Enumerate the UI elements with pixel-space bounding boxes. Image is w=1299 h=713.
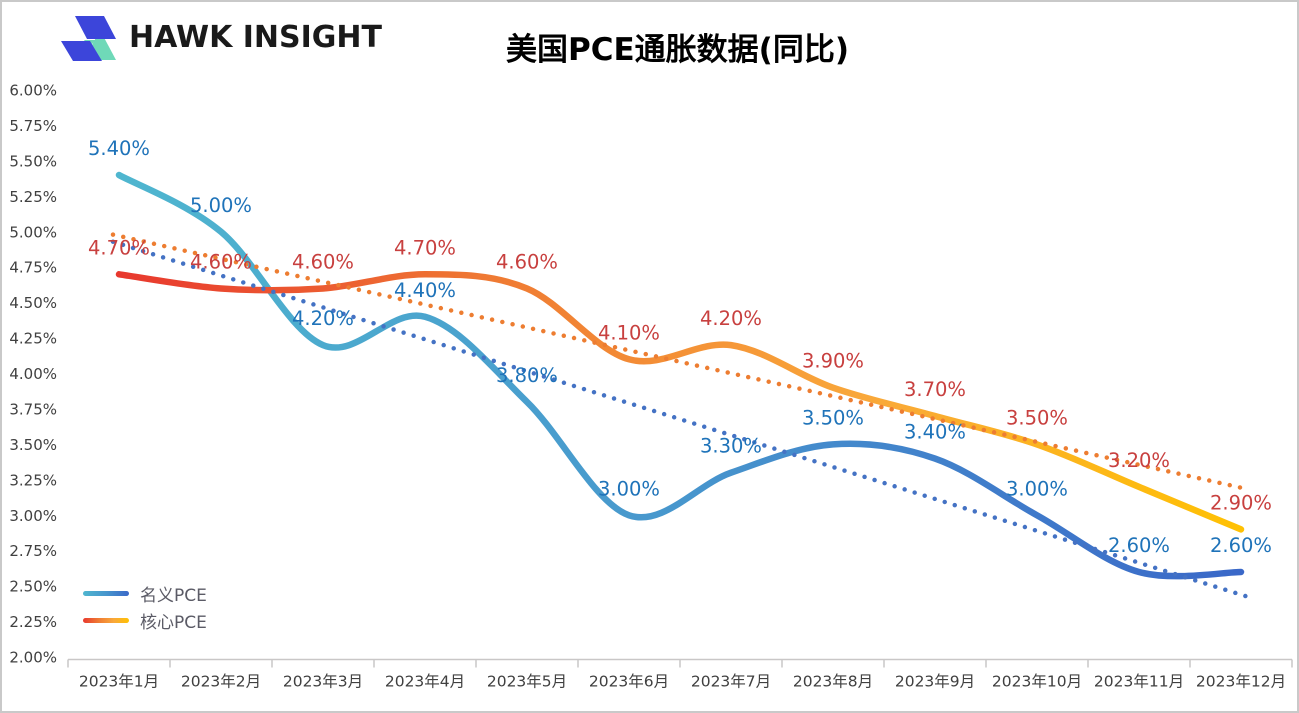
legend-label-nominal-pce: 名义PCE	[140, 585, 207, 606]
brand-name: HAWK INSIGHT	[129, 19, 382, 55]
y-axis-label: 2.50%	[9, 578, 57, 596]
legend-label-core-pce: 核心PCE	[140, 612, 207, 633]
brand: HAWK INSIGHT	[58, 12, 382, 62]
data-label-core-pce: 4.60%	[292, 251, 354, 274]
data-label-core-pce: 4.70%	[88, 236, 150, 259]
data-label-nominal-pce: 3.00%	[1006, 477, 1068, 500]
data-label-core-pce: 4.10%	[598, 321, 660, 344]
trendline-core-pce	[110, 232, 1253, 492]
x-axis-label: 2023年2月	[181, 673, 261, 691]
data-label-core-pce: 3.20%	[1108, 449, 1170, 472]
y-axis-label: 5.50%	[9, 152, 57, 170]
hawk-insight-logo-icon	[61, 16, 116, 61]
x-axis-label: 2023年12月	[1196, 673, 1286, 691]
y-axis-label: 3.25%	[9, 471, 57, 489]
data-label-core-pce: 3.70%	[904, 378, 966, 401]
data-label-nominal-pce: 3.30%	[700, 435, 762, 458]
x-axis-label: 2023年7月	[691, 673, 771, 691]
page-title: 美国PCE通胀数据(同比)	[506, 32, 849, 68]
x-axis-label: 2023年3月	[283, 673, 363, 691]
trendline-nominal-pce	[110, 239, 1253, 600]
data-label-nominal-pce: 4.40%	[394, 279, 456, 302]
data-label-core-pce: 3.90%	[802, 350, 864, 373]
data-label-nominal-pce: 2.60%	[1108, 534, 1170, 557]
legend-item-nominal-pce: 名义PCE	[83, 583, 207, 606]
data-label-nominal-pce: 4.20%	[292, 307, 354, 330]
x-axis-label: 2023年4月	[385, 673, 465, 691]
legend-item-core-pce: 核心PCE	[83, 610, 207, 633]
y-axis-label: 4.75%	[9, 259, 57, 277]
y-axis-label: 5.75%	[9, 117, 57, 135]
x-axis-label: 2023年10月	[992, 673, 1082, 691]
data-label-core-pce: 4.60%	[190, 251, 252, 274]
core-pce-line-swatch	[83, 617, 129, 623]
y-axis-label: 3.50%	[9, 436, 57, 454]
series-line-core-pce	[115, 271, 1245, 533]
data-label-core-pce: 4.70%	[394, 236, 456, 259]
data-label-core-pce: 4.60%	[496, 251, 558, 274]
x-axis-label: 2023年6月	[589, 673, 669, 691]
y-axis-label: 2.00%	[9, 649, 57, 667]
data-label-nominal-pce: 5.40%	[88, 137, 150, 160]
data-label-nominal-pce: 3.40%	[904, 421, 966, 444]
y-axis-label: 6.00%	[9, 82, 57, 100]
nominal-pce-line-swatch	[83, 590, 129, 596]
data-label-nominal-pce: 3.80%	[496, 364, 558, 387]
series-line-nominal-pce	[115, 171, 1245, 580]
data-label-nominal-pce: 2.60%	[1210, 534, 1272, 557]
chart-legend: 名义PCE 核心PCE	[83, 583, 207, 633]
data-label-nominal-pce: 3.50%	[802, 406, 864, 429]
x-axis-label: 2023年1月	[79, 673, 159, 691]
x-axis-label: 2023年8月	[793, 673, 873, 691]
x-axis-label: 2023年11月	[1094, 673, 1184, 691]
y-axis-label: 3.75%	[9, 400, 57, 418]
data-label-core-pce: 2.90%	[1210, 491, 1272, 514]
y-axis-label: 2.25%	[9, 613, 57, 631]
data-label-nominal-pce: 5.00%	[190, 194, 252, 217]
y-axis-label: 4.50%	[9, 294, 57, 312]
data-label-core-pce: 3.50%	[1006, 406, 1068, 429]
data-label-core-pce: 4.20%	[700, 307, 762, 330]
x-axis-label: 2023年9月	[895, 673, 975, 691]
y-axis-label: 5.25%	[9, 188, 57, 206]
y-axis-label: 3.00%	[9, 507, 57, 525]
y-axis-label: 4.00%	[9, 365, 57, 383]
y-axis-label: 4.25%	[9, 330, 57, 348]
x-axis-label: 2023年5月	[487, 673, 567, 691]
y-axis-label: 2.75%	[9, 542, 57, 560]
data-label-nominal-pce: 3.00%	[598, 477, 660, 500]
y-axis-label: 5.00%	[9, 223, 57, 241]
